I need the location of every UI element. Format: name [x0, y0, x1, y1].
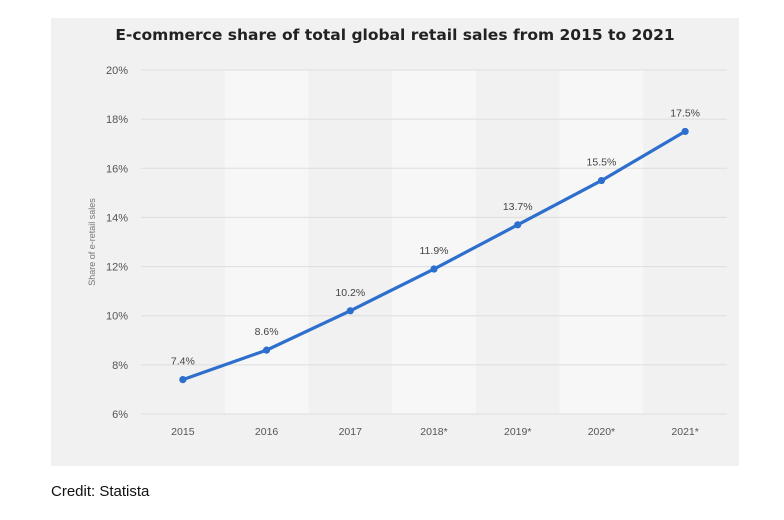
data-label: 15.5%	[587, 157, 617, 169]
chart-panel: E-commerce share of total global retail …	[51, 18, 739, 466]
x-tick-label: 2017	[339, 426, 363, 438]
data-point	[430, 265, 438, 273]
y-tick-label: 16%	[106, 163, 128, 175]
y-tick-label: 20%	[106, 65, 128, 77]
y-tick-label: 14%	[106, 212, 128, 224]
y-tick-label: 8%	[112, 360, 128, 372]
data-label: 11.9%	[420, 245, 449, 257]
x-tick-label: 2021*	[671, 426, 698, 438]
data-label: 17.5%	[670, 107, 700, 119]
x-tick-label: 2015	[171, 426, 195, 438]
x-tick-label: 2018*	[420, 426, 447, 438]
y-tick-label: 10%	[106, 311, 128, 323]
chart-title: E-commerce share of total global retail …	[115, 26, 675, 44]
x-tick-label: 2016	[255, 426, 279, 438]
line-chart: 6% 8% 10% 12% 14% 16% 18% 20% 2015 2016 2017 2018* 2…	[87, 65, 727, 438]
y-tick-label: 12%	[106, 262, 128, 274]
data-point	[262, 346, 271, 354]
x-tick-label: 2019*	[504, 426, 531, 438]
data-point	[514, 221, 522, 229]
x-tick-label: 2020*	[588, 426, 615, 438]
data-point	[681, 127, 689, 136]
data-point	[179, 376, 187, 384]
credit-text: Credit: Statista	[51, 483, 150, 500]
data-point	[346, 307, 354, 315]
column-band	[559, 70, 644, 414]
data-label: 13.7%	[503, 201, 533, 213]
y-axis-label: Share of e-retail sales	[87, 198, 97, 286]
column-band	[224, 70, 309, 414]
data-label: 8.6%	[255, 326, 279, 338]
data-point	[597, 176, 606, 185]
data-label: 7.4%	[171, 356, 195, 368]
column-band	[392, 70, 476, 414]
data-label: 10.2%	[335, 287, 365, 299]
y-tick-label: 6%	[112, 409, 128, 421]
y-tick-label: 18%	[106, 114, 128, 126]
